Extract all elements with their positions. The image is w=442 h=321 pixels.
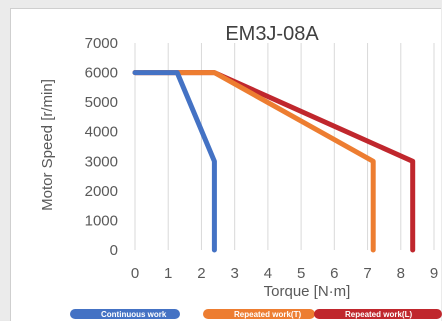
x-tick-label: 3 xyxy=(230,265,238,282)
x-tick-label: 7 xyxy=(363,265,371,282)
chart-panel xyxy=(10,8,441,321)
legend-swatch xyxy=(314,309,442,319)
series-line xyxy=(132,70,376,253)
y-tick-label: 0 xyxy=(110,242,118,259)
x-tick-label: 5 xyxy=(297,265,305,282)
y-tick-label: 6000 xyxy=(85,65,118,82)
x-tick-labels: 0 1 2 3 4 5 6 7 8 9 xyxy=(131,265,438,282)
y-tick-label: 3000 xyxy=(85,153,118,170)
x-tick-label: 6 xyxy=(330,265,338,282)
legend-swatch xyxy=(203,309,315,319)
y-tick-label: 7000 xyxy=(85,35,118,52)
x-tick-label: 0 xyxy=(131,265,139,282)
legend-label: Continuous work xyxy=(101,310,167,319)
chart-title: EM3J-08A xyxy=(225,23,319,45)
legend-label: Repeated work(L) xyxy=(345,310,412,319)
series-line xyxy=(132,70,217,253)
y-tick-label: 5000 xyxy=(85,94,118,111)
x-tick-label: 9 xyxy=(430,265,438,282)
y-axis-title: Motor Speed [r/min] xyxy=(39,79,56,211)
legend: Continuous work Repeated work(T) Repeated … xyxy=(70,309,442,319)
grid xyxy=(134,43,435,250)
x-tick-label: 8 xyxy=(397,265,405,282)
y-tick-label: 2000 xyxy=(85,183,118,200)
legend-swatch xyxy=(70,309,180,319)
x-tick-label: 4 xyxy=(264,265,272,282)
legend-label: Repeated work(T) xyxy=(234,310,301,319)
y-tick-labels: 0 1000 2000 3000 4000 5000 6000 7000 xyxy=(85,35,118,259)
y-tick-label: 4000 xyxy=(85,124,118,141)
x-tick-label: 1 xyxy=(164,265,172,282)
series-lines xyxy=(132,70,416,253)
x-axis-title: Torque [N·m] xyxy=(264,283,351,300)
x-tick-label: 2 xyxy=(197,265,205,282)
y-tick-label: 1000 xyxy=(85,212,118,229)
